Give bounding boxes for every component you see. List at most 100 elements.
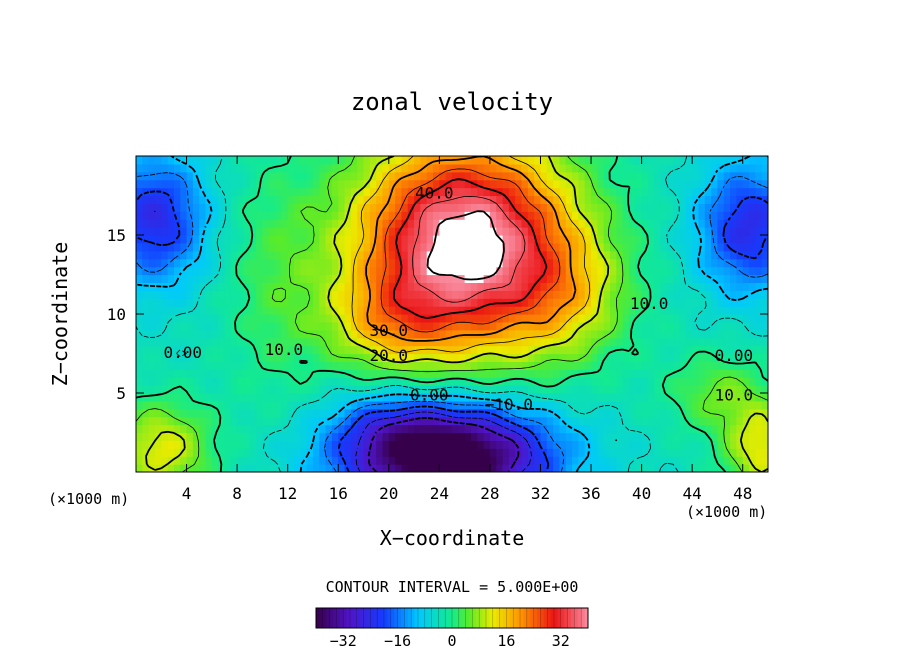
heatmap-cell	[723, 377, 731, 386]
heatmap-cell	[142, 290, 150, 299]
heatmap-cell	[597, 187, 605, 197]
heatmap-cell	[483, 432, 491, 441]
heatmap-cell	[420, 195, 428, 204]
heatmap-cell	[350, 416, 358, 426]
heatmap-cell	[553, 171, 561, 181]
heatmap-cell	[755, 242, 763, 252]
heatmap-cell	[180, 345, 188, 355]
heatmap-cell	[761, 400, 768, 410]
heatmap-cell	[597, 393, 605, 402]
heatmap-cell	[357, 345, 365, 355]
heatmap-cell	[749, 235, 756, 244]
heatmap-cell	[673, 156, 681, 165]
heatmap-cell	[521, 203, 529, 212]
heatmap-cell	[331, 448, 339, 457]
heatmap-cell	[578, 416, 586, 426]
heatmap-cell	[502, 385, 510, 394]
heatmap-cell	[546, 258, 554, 268]
colorbar-swatch	[503, 608, 507, 628]
heatmap-cell	[376, 314, 384, 323]
heatmap-cell	[281, 361, 289, 370]
heatmap-cell	[723, 353, 731, 362]
heatmap-cell	[635, 203, 643, 212]
heatmap-cell	[597, 242, 605, 252]
heatmap-cell	[477, 203, 485, 212]
heatmap-cell	[256, 219, 263, 228]
heatmap-cell	[502, 361, 510, 370]
heatmap-cell	[641, 361, 649, 370]
heatmap-cell	[717, 361, 725, 370]
heatmap-cell	[325, 416, 333, 426]
colorbar-swatch	[380, 608, 385, 628]
heatmap-cell	[407, 345, 415, 355]
heatmap-cell	[173, 211, 181, 220]
heatmap-cell	[439, 353, 447, 362]
heatmap-cell	[679, 250, 687, 260]
colorbar-swatch	[333, 608, 337, 628]
heatmap-cell	[736, 195, 744, 204]
heatmap-cell	[331, 156, 339, 165]
heatmap-cell	[742, 211, 750, 220]
heatmap-cell	[578, 393, 586, 402]
heatmap-cell	[641, 274, 649, 283]
heatmap-cell	[439, 187, 447, 197]
heatmap-cell	[414, 290, 421, 299]
heatmap-cell	[610, 361, 617, 370]
heatmap-cell	[647, 235, 655, 244]
heatmap-cell	[369, 290, 377, 299]
heatmap-cell	[192, 314, 200, 323]
heatmap-cell	[312, 314, 320, 323]
heatmap-cell	[275, 274, 282, 283]
heatmap-cell	[186, 156, 194, 165]
heatmap-cell	[154, 321, 162, 331]
heatmap-cell	[458, 432, 466, 441]
heatmap-cell	[167, 203, 175, 212]
heatmap-cell	[641, 314, 649, 323]
heatmap-cell	[445, 440, 453, 449]
heatmap-cell	[420, 274, 428, 283]
heatmap-cell	[660, 187, 668, 197]
heatmap-cell	[167, 448, 175, 457]
heatmap-cell	[458, 408, 466, 418]
heatmap-cell	[186, 274, 194, 283]
heatmap-cell	[262, 179, 270, 189]
heatmap-cell	[761, 361, 768, 370]
heatmap-cell	[224, 250, 232, 260]
heatmap-cell	[312, 393, 320, 402]
contour-line	[426, 210, 505, 281]
heatmap-cell	[597, 385, 605, 394]
heatmap-cell	[142, 187, 150, 197]
heatmap-cell	[761, 440, 768, 449]
heatmap-cell	[186, 464, 194, 472]
heatmap-cell	[338, 314, 346, 323]
heatmap-cell	[736, 337, 744, 347]
heatmap-cell	[483, 163, 491, 173]
heatmap-cell	[534, 321, 542, 331]
heatmap-cell	[186, 306, 194, 315]
x-tick-label: 12	[278, 484, 297, 503]
heatmap-cell	[489, 314, 497, 323]
heatmap-cell	[407, 266, 415, 276]
heatmap-cell	[218, 353, 226, 362]
heatmap-cell	[565, 416, 573, 426]
heatmap-cell	[294, 235, 301, 244]
heatmap-cell	[489, 385, 497, 394]
heatmap-cell	[572, 306, 579, 315]
heatmap-cell	[477, 314, 485, 323]
heatmap-cell	[237, 266, 245, 276]
heatmap-cell	[205, 353, 213, 362]
heatmap-cell	[350, 235, 358, 244]
heatmap-cell	[559, 448, 567, 457]
heatmap-cell	[452, 416, 459, 426]
heatmap-cell	[249, 440, 257, 449]
heatmap-cell	[483, 385, 491, 394]
heatmap-cell	[199, 408, 207, 418]
heatmap-cell	[154, 385, 162, 394]
heatmap-cell	[546, 235, 554, 244]
heatmap-cell	[622, 258, 630, 268]
heatmap-cell	[275, 377, 282, 386]
heatmap-cell	[192, 227, 200, 236]
heatmap-cell	[647, 282, 655, 291]
heatmap-cell	[363, 321, 371, 331]
heatmap-cell	[420, 456, 428, 465]
